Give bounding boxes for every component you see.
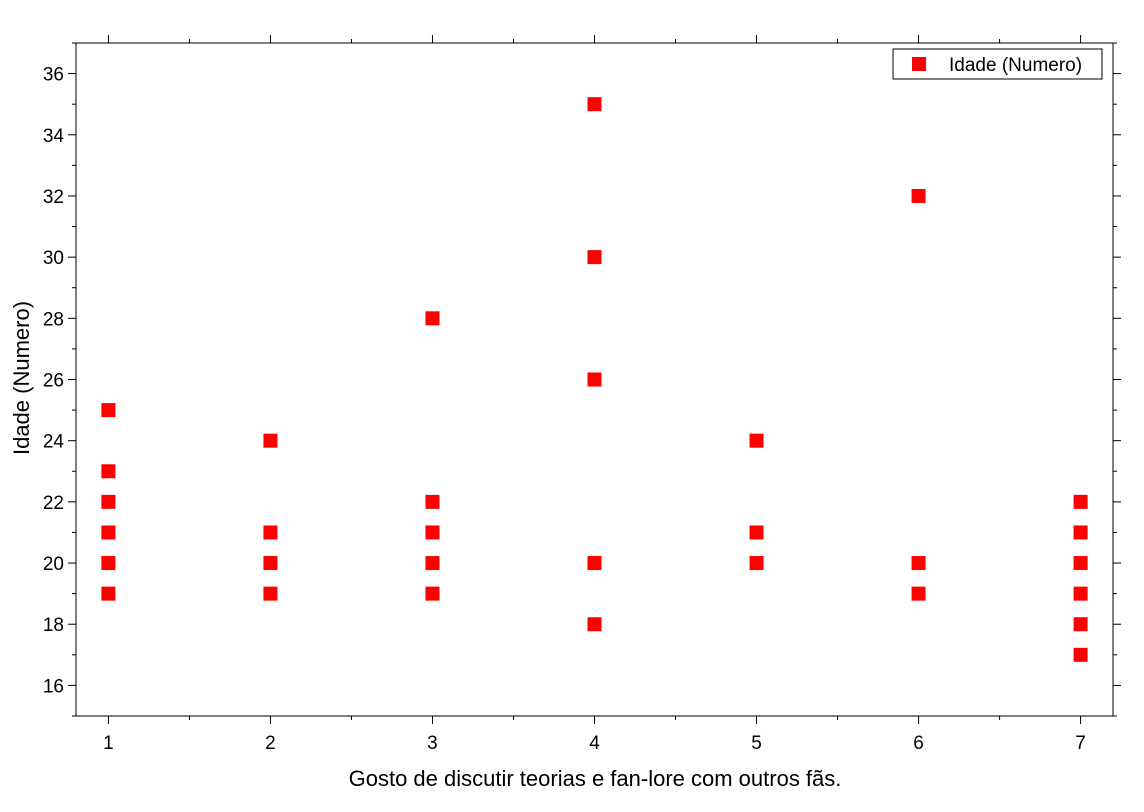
x-tick-label: 4 [589, 733, 600, 754]
data-point [101, 464, 116, 479]
x-tick-label: 6 [913, 733, 924, 754]
data-point [1073, 556, 1088, 571]
data-point [749, 556, 764, 571]
x-axis-title: Gosto de discutir teorias e fan-lore com… [349, 766, 842, 791]
data-point [101, 494, 116, 509]
legend-label: Idade (Numero) [949, 55, 1082, 76]
y-tick-label: 28 [43, 309, 64, 330]
axis-ticks [68, 35, 1121, 724]
data-point [263, 586, 278, 601]
data-point [749, 433, 764, 448]
y-tick-label: 16 [43, 676, 64, 697]
y-tick-label: 18 [43, 615, 64, 636]
y-tick-label: 30 [43, 248, 64, 269]
data-point [425, 556, 440, 571]
data-point [101, 403, 116, 418]
data-point [587, 556, 602, 571]
data-point [101, 556, 116, 571]
data-point [1073, 647, 1088, 662]
y-tick-label: 36 [43, 65, 64, 86]
data-point [425, 494, 440, 509]
y-tick-label: 20 [43, 554, 64, 575]
y-tick-label: 22 [43, 493, 64, 514]
data-point [911, 556, 926, 571]
data-point [263, 556, 278, 571]
y-tick-label: 26 [43, 371, 64, 392]
y-tick-label: 34 [43, 126, 65, 147]
data-point [749, 525, 764, 540]
data-point [1073, 525, 1088, 540]
data-point [425, 311, 440, 326]
data-point [1073, 494, 1088, 509]
data-point [587, 250, 602, 265]
data-point [425, 525, 440, 540]
data-point [911, 586, 926, 601]
x-tick-label: 7 [1075, 733, 1086, 754]
data-point [101, 525, 116, 540]
legend: Idade (Numero) [892, 48, 1103, 80]
data-point [587, 617, 602, 632]
data-point [1073, 617, 1088, 632]
data-point [263, 525, 278, 540]
data-points [101, 97, 1088, 662]
legend-marker [912, 57, 926, 71]
data-point [911, 188, 926, 203]
y-tick-label: 32 [43, 187, 64, 208]
x-tick-label: 2 [265, 733, 276, 754]
data-point [1073, 586, 1088, 601]
y-tick-label: 24 [43, 432, 65, 453]
x-tick-label: 5 [751, 733, 762, 754]
x-tick-label: 3 [427, 733, 438, 754]
legend-box [892, 48, 1103, 80]
data-point [587, 372, 602, 387]
x-tick-label: 1 [103, 733, 114, 754]
data-point [263, 433, 278, 448]
data-point [425, 586, 440, 601]
data-point [101, 586, 116, 601]
y-axis-title: Idade (Numero) [9, 301, 34, 455]
data-point [587, 97, 602, 112]
